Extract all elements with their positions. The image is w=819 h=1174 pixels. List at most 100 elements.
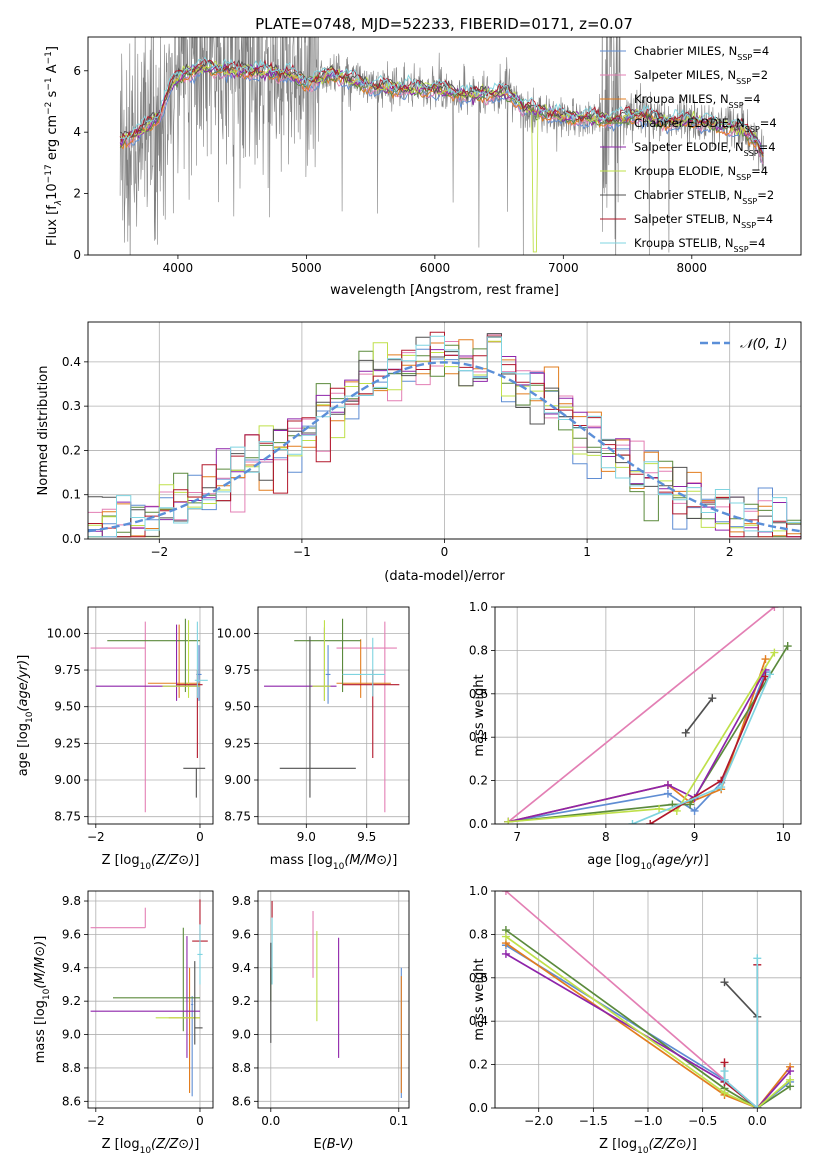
y-tick-label: 0.8 <box>469 643 488 657</box>
x-tick-label: 0 <box>196 830 204 844</box>
panel-residuals: −2 −1 0 1 2 0.0 0.1 0.2 0.3 0.4 (data-model)/error… <box>36 321 802 584</box>
legend-label: Chabrier STELIB, NSSP=2 <box>634 188 774 206</box>
plus-marker <box>504 817 513 824</box>
plus-marker <box>770 648 779 657</box>
x-axis-label: age [log10(age/yr)] <box>587 853 709 872</box>
y-tick-label: 9.8 <box>232 894 251 908</box>
x-axis-label: Z [log10(Z/Z⊙)] <box>599 1137 697 1156</box>
panel-age_vs_Z: −2 0 8.75 9.00 9.25 9.50 9.75 10.00 Z [log10(Z/Z… <box>16 606 214 872</box>
y-tick-label: 8.8 <box>62 1061 81 1075</box>
axes-frame <box>494 890 802 1109</box>
weight-line <box>685 697 713 734</box>
legend-label: Salpeter STELIB, NSSP=4 <box>634 212 773 230</box>
y-tick-label: 0.4 <box>469 730 488 744</box>
weight-line <box>505 935 791 1108</box>
x-tick-label: −1.0 <box>633 1114 662 1128</box>
x-tick-label: 7 <box>513 830 521 844</box>
plus-marker <box>663 780 672 789</box>
weight-line <box>723 981 758 1018</box>
y-tick-label: 9.0 <box>232 1028 251 1042</box>
plus-marker <box>786 1075 795 1084</box>
axes-frame <box>87 890 214 1109</box>
y-tick-label: 9.6 <box>232 927 251 941</box>
weight-line <box>505 929 791 1108</box>
x-tick-label: 7000 <box>548 261 579 275</box>
x-axis-label: Z [log10(Z/Z⊙)] <box>102 853 200 872</box>
panel-spectrum: 4000 5000 6000 7000 8000 0 2 4 6 wavelength [Angs… <box>44 36 802 298</box>
y-tick-label: 0.0 <box>62 532 81 546</box>
spectrum-legend: Chabrier MILES, NSSP=4 Salpeter MILES, NS… <box>600 44 777 254</box>
plus-marker <box>663 789 672 798</box>
x-tick-label: 9.5 <box>357 830 376 844</box>
x-tick-label: −1.5 <box>579 1114 608 1128</box>
plus-marker <box>770 607 779 611</box>
y-tick-label: 8.6 <box>232 1094 251 1108</box>
x-tick-label: −0.5 <box>688 1114 717 1128</box>
x-tick-label: 0.0 <box>748 1114 767 1128</box>
weight-line <box>505 891 758 1108</box>
y-tick-label: 9.50 <box>54 700 81 714</box>
y-tick-label: 0.0 <box>469 1101 488 1115</box>
y-tick-label: 0.2 <box>62 443 81 457</box>
plus-marker <box>761 655 770 664</box>
plus-marker <box>717 783 726 792</box>
figure-title: PLATE=0748, MJD=52233, FIBERID=0171, z=0… <box>255 15 633 33</box>
plus-marker <box>628 820 637 824</box>
y-tick-label: 9.25 <box>224 736 251 750</box>
plus-marker <box>501 891 510 895</box>
y-tick-label: 0.2 <box>469 774 488 788</box>
y-tick-label: 6 <box>73 64 81 78</box>
axes-frame <box>494 606 802 825</box>
legend-label: Kroupa MILES, NSSP=4 <box>634 92 760 110</box>
legend-label: Salpeter MILES, NSSP=2 <box>634 68 768 86</box>
y-tick-label: 8.75 <box>54 810 81 824</box>
model-spectrum-line <box>119 57 764 155</box>
residual-histogram <box>88 335 801 538</box>
y-tick-label: 0.3 <box>62 399 81 413</box>
x-tick-label: 9 <box>691 830 699 844</box>
plus-marker <box>686 800 695 809</box>
panel-mass_vs_ebv: 0.0 0.1 8.6 8.8 9.0 9.2 9.4 9.6 9.8 E(B-V) <box>232 890 410 1152</box>
x-tick-label: 0 <box>441 545 449 559</box>
y-axis-label: mass weight <box>472 674 487 756</box>
y-tick-label: 9.00 <box>54 773 81 787</box>
y-tick-label: 8.8 <box>232 1061 251 1075</box>
plus-marker <box>655 804 664 813</box>
plus-marker <box>501 932 510 941</box>
x-tick-label: 0.1 <box>389 1114 408 1128</box>
y-tick-label: 4 <box>73 125 81 139</box>
plus-marker <box>765 670 774 679</box>
plus-marker <box>646 820 655 824</box>
y-tick-label: 8.6 <box>62 1094 81 1108</box>
y-tick-label: 10.00 <box>47 626 81 640</box>
y-axis-label: Flux [fλ10−17 erg cm−2 s−1 A−1] <box>44 46 64 246</box>
y-tick-label: 9.00 <box>224 773 251 787</box>
x-tick-label: −2 <box>150 545 168 559</box>
y-axis-label: age [log10(age/yr)] <box>16 655 35 777</box>
x-axis-label: mass [log10(M/M⊙)] <box>270 853 398 872</box>
plus-marker <box>501 949 510 958</box>
plus-marker <box>753 1104 762 1108</box>
y-tick-label: 9.6 <box>62 927 81 941</box>
plus-marker <box>753 954 762 963</box>
plus-marker <box>690 806 699 815</box>
residual-histogram <box>88 331 801 538</box>
legend-label: Chabrier MILES, NSSP=4 <box>634 44 769 62</box>
y-tick-label: 9.2 <box>62 994 81 1008</box>
plus-marker <box>720 978 729 987</box>
legend-label: Chabrier ELODIE, NSSP=4 <box>634 116 777 134</box>
y-tick-label: 9.0 <box>62 1028 81 1042</box>
axes-frame <box>87 606 214 825</box>
panel-mass_vs_Z: −2 0 8.6 8.8 9.0 9.2 9.4 9.6 9.8 Z [log10(Z/Z⊙)] m… <box>33 890 214 1156</box>
plus-marker <box>720 1088 729 1097</box>
x-tick-label: 8 <box>602 830 610 844</box>
x-tick-label: −2 <box>87 1114 105 1128</box>
x-tick-label: 0.0 <box>261 1114 280 1128</box>
model-spectrum-line <box>119 60 764 253</box>
x-tick-label: −2.0 <box>524 1114 553 1128</box>
x-axis-label: wavelength [Angstrom, rest frame] <box>330 283 559 298</box>
plus-marker <box>786 1067 795 1076</box>
weight-line <box>507 607 775 823</box>
